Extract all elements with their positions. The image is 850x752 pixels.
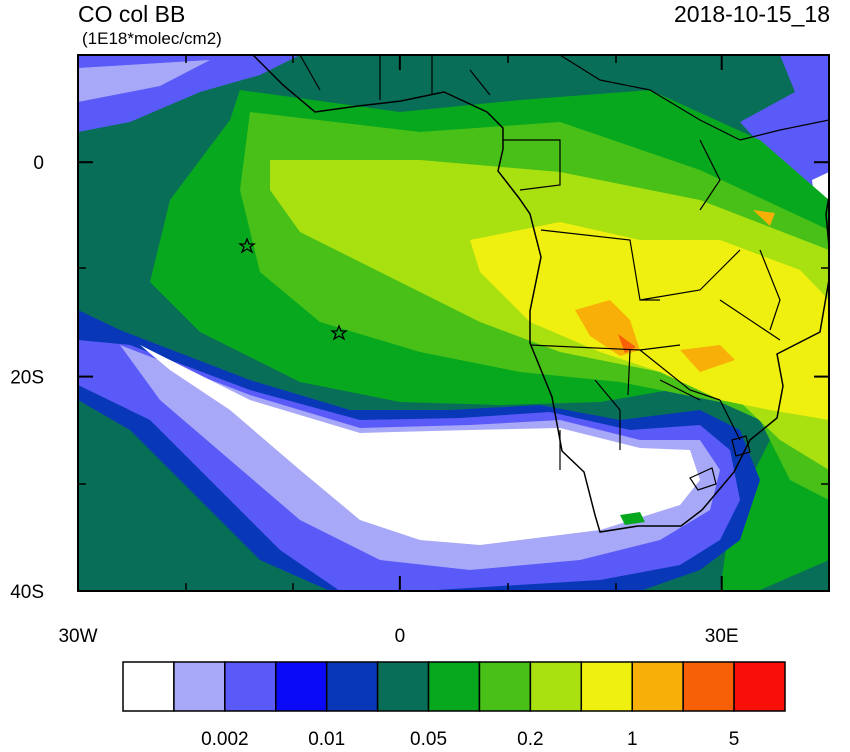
plot-frame: [77, 54, 830, 592]
colorbar-box: [224, 661, 277, 712]
colorbar-box: [173, 661, 226, 712]
colorbar-label: 1: [627, 729, 638, 747]
colorbar-box: [325, 661, 379, 712]
colorbar-label: 0.05: [410, 729, 447, 747]
colorbar-label: 0.002: [201, 729, 249, 747]
contour-field: [78, 55, 829, 591]
y-tick-label: 0: [33, 153, 44, 174]
title: CO col BB: [78, 1, 185, 27]
timestamp: 2018-10-15_18: [674, 1, 830, 27]
colorbar-label: 0.01: [308, 729, 345, 747]
colorbar-box: [529, 661, 583, 712]
x-tick-label: 0: [395, 626, 406, 647]
colorbar-box: [275, 661, 328, 712]
minor-ticks: [78, 55, 829, 591]
colorbar-box: [122, 661, 175, 712]
subtitle: (1E18*molec/cm2): [82, 29, 222, 48]
colorbar-box: [682, 661, 735, 712]
colorbar-label: 5: [729, 729, 740, 747]
colorbar-box: [733, 661, 786, 712]
colorbar-box: [376, 661, 430, 712]
star-marker: [330, 324, 348, 341]
colorbar-box: [631, 661, 684, 712]
colorbar-box: [580, 661, 633, 712]
colorbar-label: 0.2: [517, 729, 543, 747]
colorbar-box: [427, 661, 481, 712]
y-tick-label: 20S: [10, 368, 44, 389]
x-tick-label: 30E: [705, 626, 739, 647]
x-tick-label: 30W: [58, 626, 97, 647]
colorbar-box: [478, 661, 532, 712]
star-marker: [238, 237, 256, 254]
y-tick-label: 40S: [10, 582, 44, 603]
